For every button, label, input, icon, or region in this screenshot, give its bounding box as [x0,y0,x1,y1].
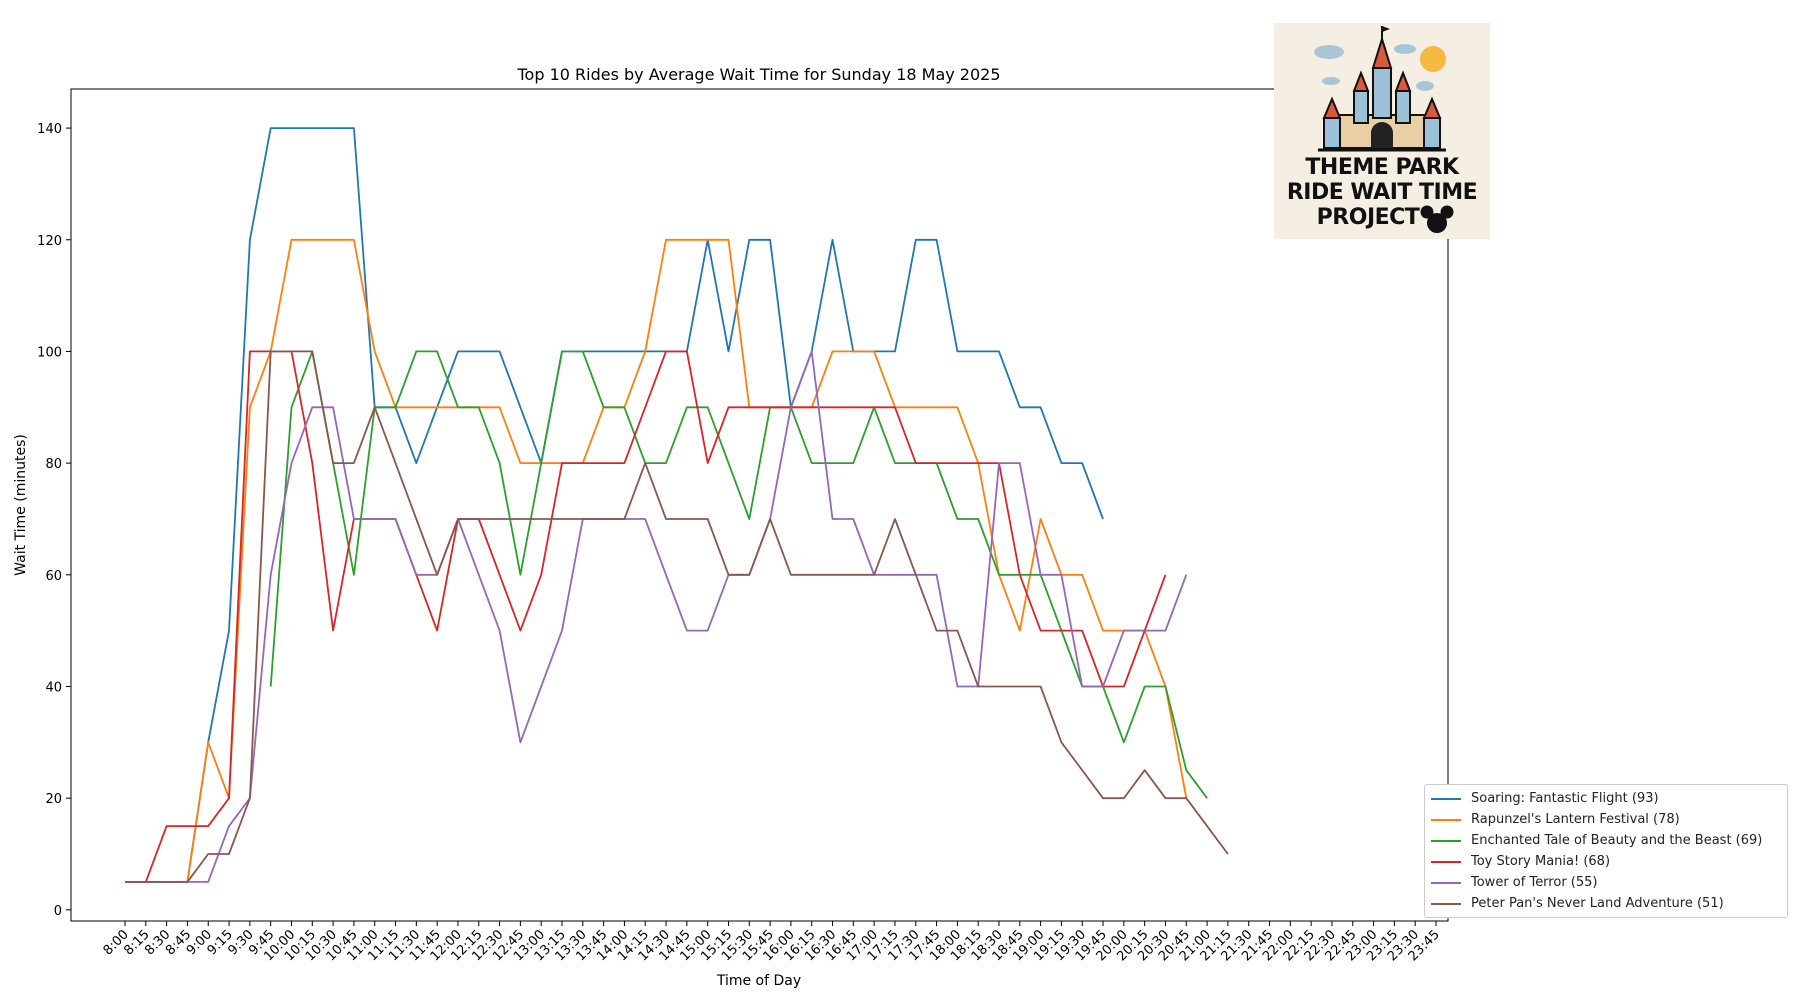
logo-line-2: RIDE WAIT TIME [1286,180,1478,205]
y-tick-label: 40 [45,680,62,695]
legend-item: Rapunzel's Lantern Festival (78) [1431,809,1781,830]
series-line-0 [125,127,1104,883]
legend-label: Peter Pan's Never Land Adventure (51) [1471,896,1724,911]
legend-label: Rapunzel's Lantern Festival (78) [1471,812,1680,827]
legend-item: Peter Pan's Never Land Adventure (51) [1431,893,1781,914]
chart-legend: Soaring: Fantastic Flight (93) Rapunzel's… [1424,784,1788,918]
legend-swatch [1431,797,1461,800]
series-lines [125,127,1229,883]
y-tick-label: 0 [54,904,62,919]
series-line-2 [269,350,1208,799]
series-line-1 [125,238,1188,883]
x-axis-label: Time of Day [716,973,801,989]
y-axis-ticks: 0 20 40 60 80 100 120 140 [37,122,71,919]
legend-label: Tower of Terror (55) [1471,875,1598,890]
legend-item: Toy Story Mania! (68) [1431,851,1781,872]
legend-swatch [1431,902,1461,905]
mouse-ears-icon [1420,205,1454,233]
y-tick-label: 140 [37,122,62,137]
legend-swatch [1431,860,1461,863]
castle-icon [1314,26,1446,152]
legend-swatch [1431,881,1461,884]
logo-line-3: PROJECT [1316,205,1420,230]
x-axis-ticks: 8:008:158:308:459:009:159:309:4510:0010:… [101,921,1443,964]
y-tick-label: 20 [45,792,62,807]
legend-item: Enchanted Tale of Beauty and the Beast (… [1431,830,1781,851]
y-tick-label: 120 [37,234,62,249]
legend-label: Enchanted Tale of Beauty and the Beast (… [1471,833,1763,848]
legend-swatch [1431,839,1461,842]
y-tick-label: 80 [45,457,62,472]
legend-label: Toy Story Mania! (68) [1471,854,1611,869]
y-axis-label: Wait Time (minutes) [13,434,29,576]
legend-item: Soaring: Fantastic Flight (93) [1431,788,1781,809]
plot-area [70,88,1449,922]
legend-label: Soaring: Fantastic Flight (93) [1471,791,1659,806]
series-line-5 [125,350,1229,883]
series-line-4 [125,350,1188,883]
legend-item: Tower of Terror (55) [1431,872,1781,893]
y-tick-label: 60 [45,569,62,584]
logo-line-1: THEME PARK [1305,155,1459,180]
legend-swatch [1431,818,1461,821]
theme-park-logo: THEME PARK RIDE WAIT TIME PROJECT [1274,23,1490,239]
chart-title: Top 10 Rides by Average Wait Time for Su… [516,65,1000,84]
y-tick-label: 100 [37,345,62,360]
series-line-3 [125,350,1167,883]
